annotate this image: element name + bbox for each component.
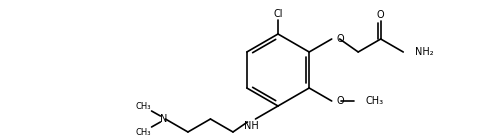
- Text: CH₃: CH₃: [136, 128, 152, 136]
- Text: CH₃: CH₃: [136, 102, 152, 111]
- Text: NH: NH: [244, 121, 259, 131]
- Text: O: O: [337, 96, 344, 106]
- Text: Cl: Cl: [273, 9, 283, 19]
- Text: O: O: [337, 34, 344, 44]
- Text: NH₂: NH₂: [415, 47, 434, 57]
- Text: N: N: [160, 114, 167, 124]
- Text: O: O: [377, 10, 384, 20]
- Text: CH₃: CH₃: [366, 96, 384, 106]
